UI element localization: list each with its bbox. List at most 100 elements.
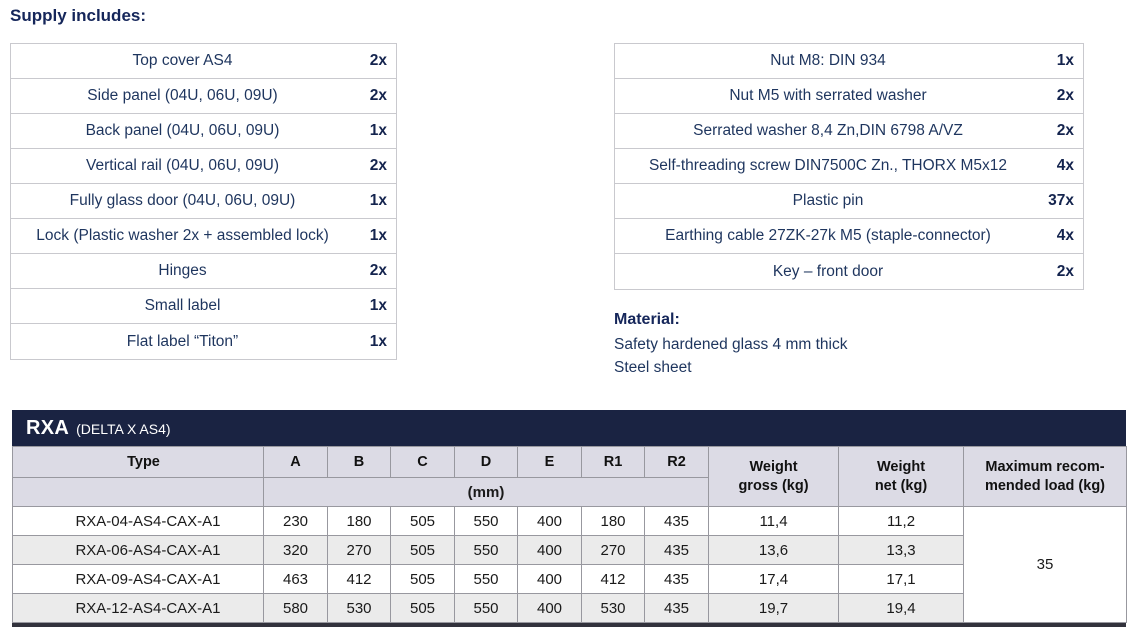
cell-weight-gross: 19,7 <box>708 593 839 623</box>
col-header-e: E <box>517 446 582 478</box>
cell-a: 580 <box>263 593 328 623</box>
table-row: RXA-09-AS4-CAX-A1 463 412 505 550 400 41… <box>12 564 1127 594</box>
cell-d: 550 <box>454 564 518 594</box>
cell-c: 505 <box>390 506 455 536</box>
col-header-max-load: Maximum recom- mended load (kg) <box>963 446 1127 507</box>
supply-row: Top cover AS4 2x <box>11 44 396 79</box>
supply-item-label: Self-threading screw DIN7500C Zn., THORX… <box>648 157 1008 174</box>
supply-item-qty: 2x <box>1056 87 1074 104</box>
page-title: Supply includes: <box>10 6 147 25</box>
supply-row: Back panel (04U, 06U, 09U) 1x <box>11 114 396 149</box>
col-header-d: D <box>454 446 518 478</box>
supply-item-label: Hinges <box>158 262 207 279</box>
col-header-b: B <box>327 446 391 478</box>
header-empty-cell <box>12 477 264 507</box>
cell-e: 400 <box>517 593 582 623</box>
rxa-subtitle: (DELTA X AS4) <box>76 420 171 437</box>
cell-r2: 435 <box>644 564 709 594</box>
supply-row: Vertical rail (04U, 06U, 09U) 2x <box>11 149 396 184</box>
supply-row: Small label 1x <box>11 289 396 324</box>
cell-weight-gross: 17,4 <box>708 564 839 594</box>
supply-item-label: Side panel (04U, 06U, 09U) <box>87 87 278 104</box>
supply-item-qty: 4x <box>1056 227 1074 244</box>
supply-item-qty: 2x <box>369 52 387 69</box>
unit-header: (mm) <box>263 477 709 507</box>
cell-a: 320 <box>263 535 328 565</box>
supply-item-label: Top cover AS4 <box>132 52 233 69</box>
cell-d: 550 <box>454 593 518 623</box>
cell-b: 270 <box>327 535 391 565</box>
supply-item-label: Plastic pin <box>792 192 864 209</box>
col-header-weight-gross: Weight gross (kg) <box>708 446 839 507</box>
cell-e: 400 <box>517 506 582 536</box>
cell-e: 400 <box>517 535 582 565</box>
cell-b: 530 <box>327 593 391 623</box>
supply-item-qty: 2x <box>369 87 387 104</box>
cell-r1: 270 <box>581 535 645 565</box>
rxa-spec-table: Type A B C D E R1 R2 Weight gross (kg) W… <box>12 446 1127 623</box>
supply-item-label: Vertical rail (04U, 06U, 09U) <box>86 157 279 174</box>
supply-item-qty: 1x <box>369 332 387 350</box>
cell-max-load: 35 <box>963 506 1127 623</box>
supply-item-qty: 2x <box>369 262 387 279</box>
supply-row: Hinges 2x <box>11 254 396 289</box>
supply-item-qty: 1x <box>369 227 387 244</box>
cell-r1: 530 <box>581 593 645 623</box>
cell-weight-net: 13,3 <box>838 535 964 565</box>
cell-r1: 180 <box>581 506 645 536</box>
cell-b: 180 <box>327 506 391 536</box>
cell-type: RXA-12-AS4-CAX-A1 <box>12 593 264 623</box>
supply-item-qty: 1x <box>369 297 387 314</box>
material-line: Safety hardened glass 4 mm thick <box>614 336 848 353</box>
col-header-r1: R1 <box>581 446 645 478</box>
cell-r2: 435 <box>644 593 709 623</box>
cell-a: 230 <box>263 506 328 536</box>
cell-b: 412 <box>327 564 391 594</box>
col-header-c: C <box>390 446 455 478</box>
supply-row: Nut M8: DIN 934 1x <box>615 44 1083 79</box>
table-row: RXA-12-AS4-CAX-A1 580 530 505 550 400 53… <box>12 593 1127 623</box>
supply-item-label: Earthing cable 27ZK-27k M5 (staple-conne… <box>665 227 991 244</box>
cell-r2: 435 <box>644 535 709 565</box>
supply-item-qty: 1x <box>1056 52 1074 69</box>
supply-item-label: Lock (Plastic washer 2x + assembled lock… <box>36 227 329 244</box>
supply-item-label: Small label <box>144 297 221 314</box>
col-header-type: Type <box>12 446 264 478</box>
cell-c: 505 <box>390 593 455 623</box>
supply-row: Key – front door 2x <box>615 254 1083 289</box>
rxa-spec-section: RXA (DELTA X AS4) Type A B C D E R1 R2 W… <box>12 410 1127 627</box>
supply-table-left: Top cover AS4 2x Side panel (04U, 06U, 0… <box>10 43 397 360</box>
supply-item-label: Back panel (04U, 06U, 09U) <box>85 122 280 139</box>
cell-type: RXA-06-AS4-CAX-A1 <box>12 535 264 565</box>
material-heading: Material: <box>614 311 680 328</box>
cell-weight-net: 19,4 <box>838 593 964 623</box>
cell-r1: 412 <box>581 564 645 594</box>
supply-table-right: Nut M8: DIN 934 1x Nut M5 with serrated … <box>614 43 1084 290</box>
cell-c: 505 <box>390 564 455 594</box>
cell-weight-gross: 13,6 <box>708 535 839 565</box>
supply-item-qty: 2x <box>1056 262 1074 280</box>
supply-row: Fully glass door (04U, 06U, 09U) 1x <box>11 184 396 219</box>
supply-row: Serrated washer 8,4 Zn,DIN 6798 A/VZ 2x <box>615 114 1083 149</box>
table-row: RXA-04-AS4-CAX-A1 230 180 505 550 400 18… <box>12 506 1127 623</box>
supply-row: Side panel (04U, 06U, 09U) 2x <box>11 79 396 114</box>
supply-row: Flat label “Titon” 1x <box>11 324 396 359</box>
supply-item-qty: 2x <box>369 157 387 174</box>
cell-weight-net: 11,2 <box>838 506 964 536</box>
rxa-title-bar: RXA (DELTA X AS4) <box>12 410 1126 446</box>
supply-item-qty: 1x <box>369 122 387 139</box>
col-header-a: A <box>263 446 328 478</box>
rxa-title: RXA <box>26 417 70 439</box>
col-header-weight-net: Weight net (kg) <box>838 446 964 507</box>
supply-item-label: Fully glass door (04U, 06U, 09U) <box>69 192 296 209</box>
supply-row: Earthing cable 27ZK-27k M5 (staple-conne… <box>615 219 1083 254</box>
material-section: Material: Safety hardened glass 4 mm thi… <box>614 311 847 379</box>
supply-item-label: Key – front door <box>772 262 884 280</box>
supply-item-qty: 37x <box>1048 192 1074 209</box>
material-line: Steel sheet <box>614 359 692 376</box>
supply-row: Lock (Plastic washer 2x + assembled lock… <box>11 219 396 254</box>
cell-weight-gross: 11,4 <box>708 506 839 536</box>
supply-item-qty: 4x <box>1056 157 1074 174</box>
cell-type: RXA-04-AS4-CAX-A1 <box>12 506 264 536</box>
supply-item-qty: 2x <box>1056 122 1074 139</box>
